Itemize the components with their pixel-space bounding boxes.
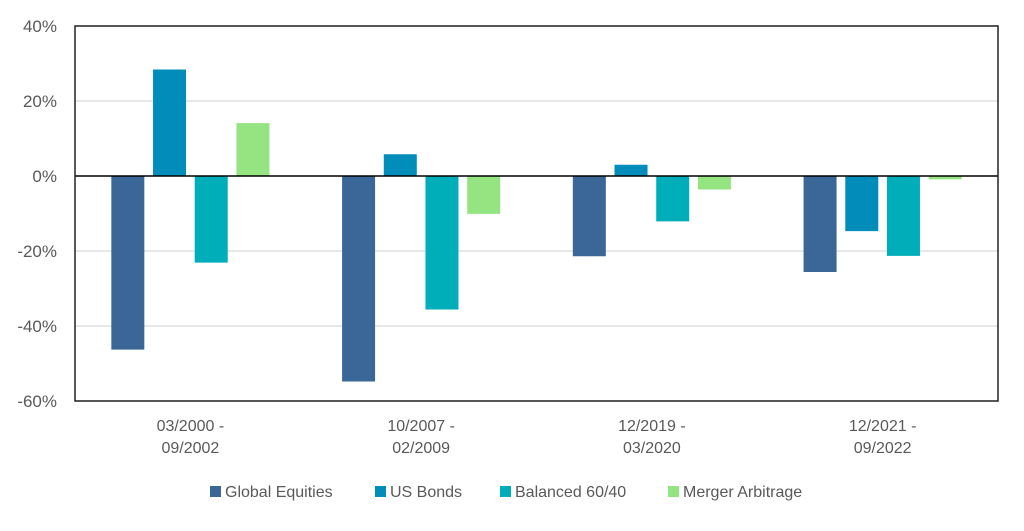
bar-us-bonds xyxy=(614,164,648,176)
y-tick-label: -20% xyxy=(17,242,57,261)
plot-frame xyxy=(74,25,999,402)
legend-item: Global Equities xyxy=(210,484,333,501)
x-category-label: 09/2022 xyxy=(854,440,912,457)
x-category-label: 12/2021 - xyxy=(849,418,917,435)
y-tick-label: 0% xyxy=(32,167,57,186)
bar-balanced-60-40 xyxy=(425,176,459,310)
bar-merger-arbitrage xyxy=(928,176,962,180)
legend-item: Balanced 60/40 xyxy=(500,484,626,501)
bar-global-equities xyxy=(803,176,837,272)
legend-swatch xyxy=(210,486,221,497)
bar-merger-arbitrage xyxy=(467,176,501,214)
bar-global-equities xyxy=(342,176,376,382)
legend-swatch xyxy=(500,486,511,497)
bar-us-bonds xyxy=(153,69,187,176)
bar-balanced-60-40 xyxy=(194,176,228,263)
y-tick-label: 20% xyxy=(23,92,57,111)
bar-merger-arbitrage xyxy=(697,176,731,190)
legend-label: Merger Arbitrage xyxy=(683,484,802,501)
legend-label: Balanced 60/40 xyxy=(515,484,626,501)
legend-swatch xyxy=(375,486,386,497)
legend-label: US Bonds xyxy=(390,484,462,501)
x-category-label: 03/2000 - xyxy=(157,418,225,435)
legend-label: Global Equities xyxy=(225,484,333,501)
legend: Global Equities US Bonds Balanced 60/40 Mer… xyxy=(210,484,802,501)
legend-item: Merger Arbitrage xyxy=(668,484,802,501)
bar-global-equities xyxy=(572,176,606,257)
bar-merger-arbitrage xyxy=(236,123,270,176)
bar-us-bonds xyxy=(845,176,879,232)
y-tick-label: -60% xyxy=(17,392,57,411)
x-category-label: 03/2020 xyxy=(623,440,681,457)
x-axis-categories: 03/2000 - 09/2002 10/2007 - 02/2009 12/2019 … xyxy=(157,418,917,457)
bar-us-bonds xyxy=(383,154,417,176)
legend-item: US Bonds xyxy=(375,484,462,501)
bars xyxy=(111,69,962,382)
x-category-label: 09/2002 xyxy=(161,440,219,457)
bar-global-equities xyxy=(111,176,145,350)
legend-swatch xyxy=(668,486,679,497)
y-tick-label: 40% xyxy=(23,17,57,36)
y-tick-label: -40% xyxy=(17,317,57,336)
y-axis-ticks: 40% 20% 0% -20% -40% -60% xyxy=(17,17,57,411)
bar-balanced-60-40 xyxy=(886,176,920,256)
x-category-label: 02/2009 xyxy=(392,440,450,457)
x-category-label: 10/2007 - xyxy=(387,418,455,435)
x-category-label: 12/2019 - xyxy=(618,418,686,435)
bar-balanced-60-40 xyxy=(656,176,690,222)
